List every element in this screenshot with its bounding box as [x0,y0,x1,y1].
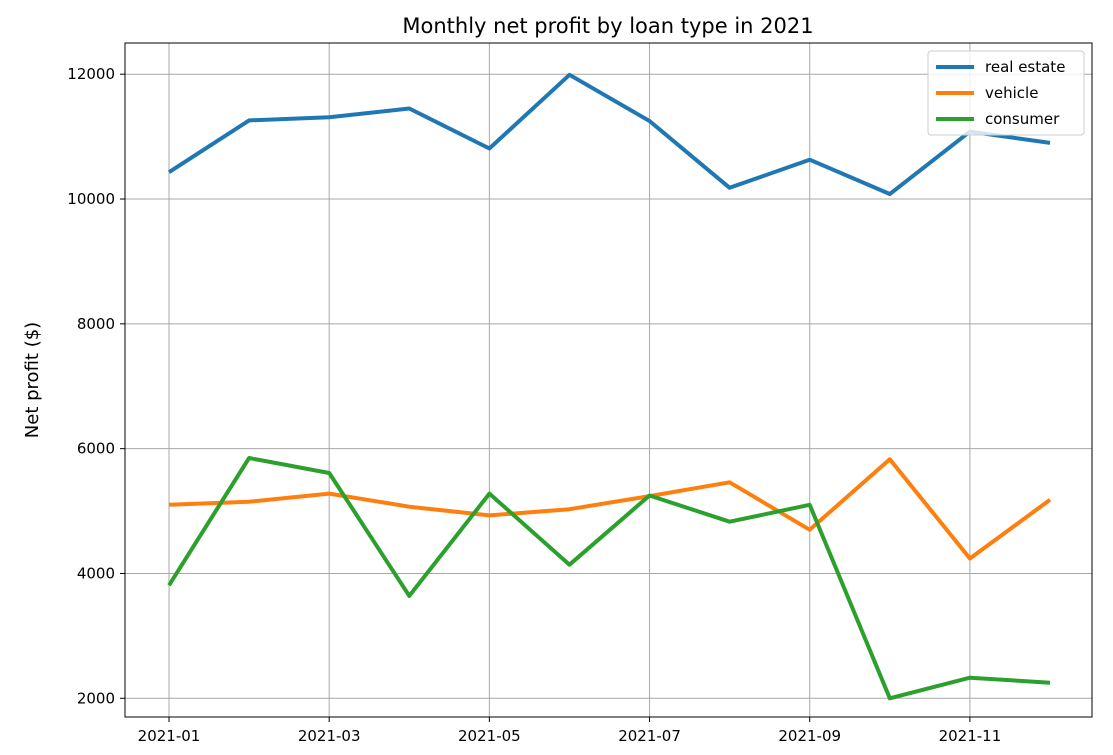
series-group [167,72,1052,701]
legend-box [927,50,1085,136]
y-tick-label: 6000 [77,440,115,458]
y-tick-label: 4000 [77,564,115,582]
axes: 2021-01 2021-03 2021-05 2021-07 2021-09 2021-… [67,42,1093,745]
x-tick-label: 2021-03 [298,727,361,745]
legend-label: consumer [985,110,1060,128]
y-tick-label: 2000 [77,689,115,707]
y-tick-label: 10000 [67,190,115,208]
x-tick-label: 2021-01 [138,727,201,745]
legend-label: real estate [985,58,1065,76]
x-tick-label: 2021-09 [778,727,841,745]
y-axis-label: Net profit ($) [22,322,43,438]
legend: real estate vehicle consumer [927,50,1085,136]
grid [125,43,1092,717]
series-line-consumer [167,456,1051,701]
legend-label: vehicle [985,84,1038,102]
series-line-vehicle [168,457,1052,561]
axes-frame [124,42,1093,718]
y-tick-label: 8000 [77,315,115,333]
series-line-real-estate [167,72,1051,196]
x-tick-label: 2021-07 [618,727,681,745]
x-tick-label: 2021-05 [458,727,521,745]
chart-title: Monthly net profit by loan type in 2021 [402,14,813,38]
y-tick-label: 12000 [67,65,115,83]
x-tick-label: 2021-11 [939,727,1002,745]
